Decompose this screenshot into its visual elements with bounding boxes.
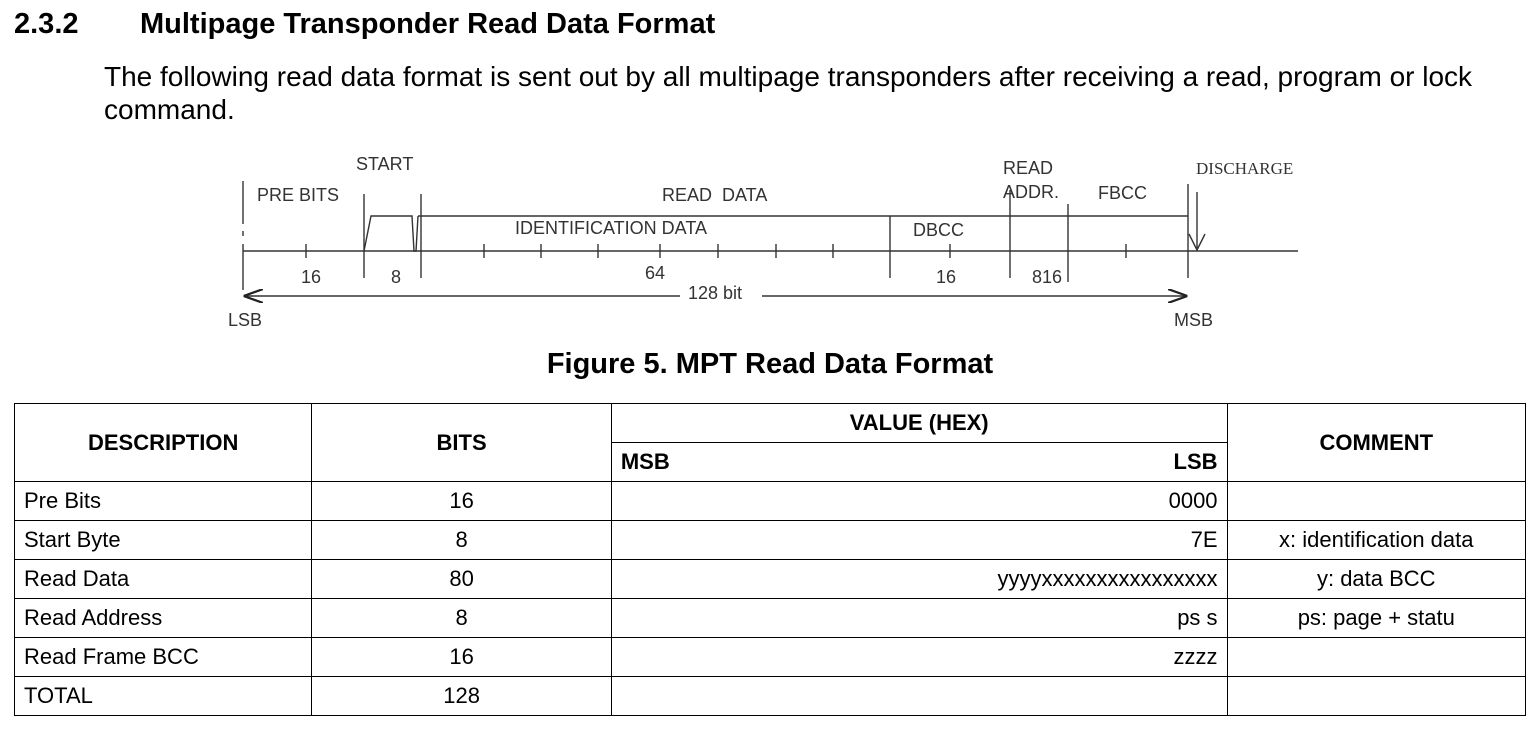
intro-paragraph: The following read data format is sent o… bbox=[104, 61, 1473, 125]
read-data-label: READ DATA bbox=[662, 185, 767, 205]
row-bits: 8 bbox=[311, 520, 612, 560]
pre-bits-label: PRE BITS bbox=[257, 185, 339, 205]
row-description: Pre Bits bbox=[13, 481, 313, 521]
bit-count-pre: 16 bbox=[301, 267, 321, 287]
bit-count-addr: 816 bbox=[1032, 267, 1062, 287]
bit-count-start: 8 bbox=[391, 267, 401, 287]
lsb-label: LSB bbox=[228, 310, 262, 330]
figure-caption: Figure 5. MPT Read Data Format bbox=[546, 348, 994, 380]
row-comment: x: identification data bbox=[1226, 520, 1527, 560]
read-data-format-table: DESCRIPTION BITS VALUE (HEX) COMMENT MSB… bbox=[13, 403, 1527, 716]
row-bits: 80 bbox=[311, 559, 612, 599]
row-comment bbox=[1226, 481, 1527, 521]
bit-count-identification: 64 bbox=[645, 263, 665, 283]
identification-data-label: IDENTIFICATION DATA bbox=[515, 218, 707, 238]
row-comment bbox=[1226, 676, 1527, 716]
dbcc-label: DBCC bbox=[913, 220, 964, 240]
row-value: ps s bbox=[610, 598, 1228, 638]
row-description: Start Byte bbox=[13, 520, 313, 560]
table-row: Start Byte 8 7E x: identification data bbox=[13, 520, 1527, 560]
start-label: START bbox=[356, 154, 413, 174]
start-pulse bbox=[363, 215, 419, 252]
header-description: DESCRIPTION bbox=[13, 403, 313, 482]
bit-count-dbcc: 16 bbox=[936, 267, 956, 287]
header-bits: BITS bbox=[311, 403, 612, 482]
header-lsb: LSB bbox=[1173, 449, 1218, 474]
total-bits-label: 128 bit bbox=[688, 283, 742, 303]
read-addr-label-line1: READ bbox=[1003, 158, 1053, 178]
table-row: Pre Bits 16 0000 bbox=[13, 481, 1527, 521]
discharge-label: DISCHARGE bbox=[1196, 159, 1293, 178]
section-number: 2.3.2 bbox=[14, 8, 79, 40]
row-bits: 16 bbox=[311, 637, 612, 677]
row-value bbox=[610, 676, 1228, 716]
row-value: 0000 bbox=[610, 481, 1228, 521]
row-description: TOTAL bbox=[13, 676, 313, 716]
fbcc-label: FBCC bbox=[1098, 183, 1147, 203]
row-value: 7E bbox=[610, 520, 1228, 560]
row-value: yyyyxxxxxxxxxxxxxxxx bbox=[610, 559, 1228, 599]
row-comment: y: data BCC bbox=[1226, 559, 1527, 599]
table-row: Read Frame BCC 16 zzzz bbox=[13, 637, 1527, 677]
read-addr-label-line2: ADDR. bbox=[1003, 182, 1059, 202]
row-value: zzzz bbox=[610, 637, 1228, 677]
row-bits: 8 bbox=[311, 598, 612, 638]
row-description: Read Frame BCC bbox=[13, 637, 313, 677]
row-comment: ps: page + statu bbox=[1226, 598, 1527, 638]
header-value: VALUE (HEX) bbox=[610, 403, 1228, 443]
row-description: Read Address bbox=[13, 598, 313, 638]
row-bits: 128 bbox=[311, 676, 612, 716]
row-comment bbox=[1226, 637, 1527, 677]
section-title: Multipage Transponder Read Data Format bbox=[140, 8, 716, 40]
table-row: TOTAL 128 bbox=[13, 676, 1527, 716]
table-row: Read Address 8 ps s ps: page + statu bbox=[13, 598, 1527, 638]
table-row: Read Data 80 yyyyxxxxxxxxxxxxxxxx y: dat… bbox=[13, 559, 1527, 599]
row-description: Read Data bbox=[13, 559, 313, 599]
header-msb-lsb: MSB LSB bbox=[610, 442, 1228, 482]
header-comment: COMMENT bbox=[1226, 403, 1527, 482]
row-bits: 16 bbox=[311, 481, 612, 521]
read-data-format-diagram: PRE BITS START READ DATA IDENTIFICATION … bbox=[228, 154, 1298, 330]
header-msb: MSB bbox=[620, 449, 670, 474]
msb-label: MSB bbox=[1174, 310, 1213, 330]
